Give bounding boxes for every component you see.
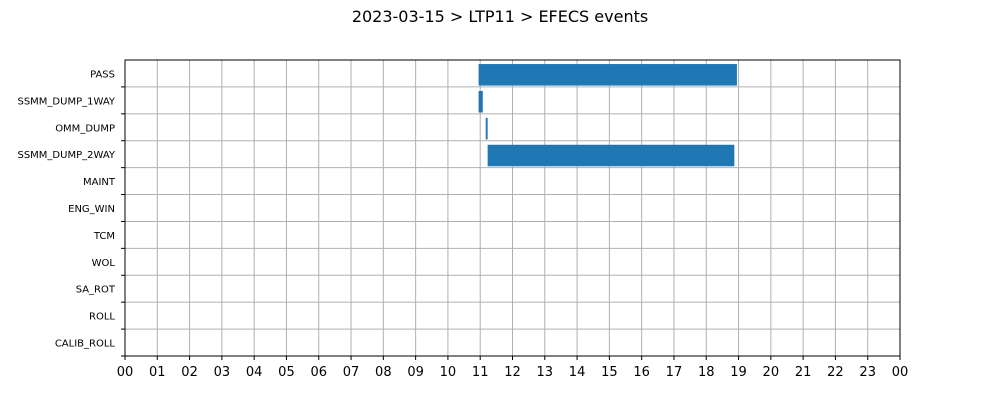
x-tick-label: 10	[440, 365, 457, 380]
x-tick-label: 14	[569, 365, 586, 380]
x-tick-label: 23	[859, 365, 876, 380]
x-tick-label: 05	[278, 365, 295, 380]
x-tick-label: 09	[407, 365, 424, 380]
x-tick-label: 00	[117, 365, 134, 380]
x-tick-label: 20	[763, 365, 780, 380]
y-tick-label-calib-roll: CALIB_ROLL	[55, 339, 116, 350]
x-tick-label: 11	[472, 365, 489, 380]
x-tick-label: 02	[181, 365, 198, 380]
x-tick-label: 07	[343, 365, 360, 380]
x-tick-label: 17	[666, 365, 683, 380]
event-bar-ssmm-dump-1way	[478, 90, 483, 113]
x-tick-label: 15	[601, 365, 618, 380]
x-tick-label: 04	[246, 365, 263, 380]
y-tick-label-eng-win: ENG_WIN	[68, 204, 115, 215]
x-tick-label: 21	[795, 365, 812, 380]
x-tick-label: 22	[827, 365, 844, 380]
x-tick-label: 08	[375, 365, 392, 380]
event-bars	[478, 64, 737, 167]
y-tick-label-roll: ROLL	[89, 312, 115, 323]
x-tick-label: 03	[214, 365, 231, 380]
grid-lines	[124, 60, 901, 356]
y-tick-label-ssmm-dump-1way: SSMM_DUMP_1WAY	[17, 96, 115, 107]
x-tick-label: 16	[633, 365, 650, 380]
y-axis: PASS SSMM_DUMP_1WAY OMM_DUMP SSMM_DUMP_2WAY…	[17, 69, 125, 357]
x-tick-label: 13	[537, 365, 554, 380]
y-tick-label-pass: PASS	[90, 69, 115, 80]
chart-title: 2023-03-15 > LTP11 > EFECS events	[352, 7, 648, 26]
x-tick-label: 19	[730, 365, 747, 380]
x-tick-label: 12	[504, 365, 521, 380]
x-tick-label: 06	[310, 365, 327, 380]
y-tick-label-maint: MAINT	[83, 177, 116, 188]
x-tick-label: 01	[149, 365, 166, 380]
y-tick-label-omm-dump: OMM_DUMP	[55, 123, 115, 134]
event-bar-omm-dump	[485, 117, 488, 140]
y-tick-label-wol: WOL	[92, 258, 116, 269]
y-tick-label-tcm: TCM	[93, 231, 115, 242]
event-bar-ssmm-dump-2way	[487, 144, 735, 167]
y-tick-label-ssmm-dump-2way: SSMM_DUMP_2WAY	[17, 150, 115, 161]
y-tick-label-sa-rot: SA_ROT	[76, 285, 116, 296]
x-tick-label: 18	[698, 365, 715, 380]
x-tick-label: 00	[892, 365, 909, 380]
event-bar-pass	[478, 64, 737, 86]
x-axis: 00 01 02 03 04 05 06 07 08 09 10 11 12 13 14 15 16 17 18 19…	[117, 356, 909, 380]
